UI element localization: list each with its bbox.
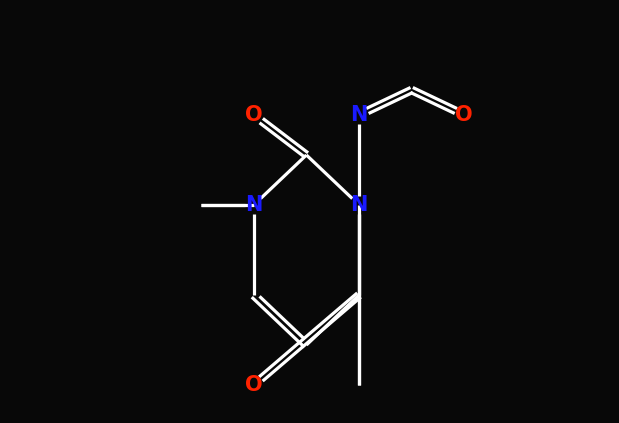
Text: O: O bbox=[245, 375, 262, 395]
Text: N: N bbox=[245, 195, 262, 215]
Text: N: N bbox=[350, 105, 368, 125]
Text: O: O bbox=[245, 105, 262, 125]
Text: N: N bbox=[350, 195, 368, 215]
Text: O: O bbox=[456, 105, 473, 125]
